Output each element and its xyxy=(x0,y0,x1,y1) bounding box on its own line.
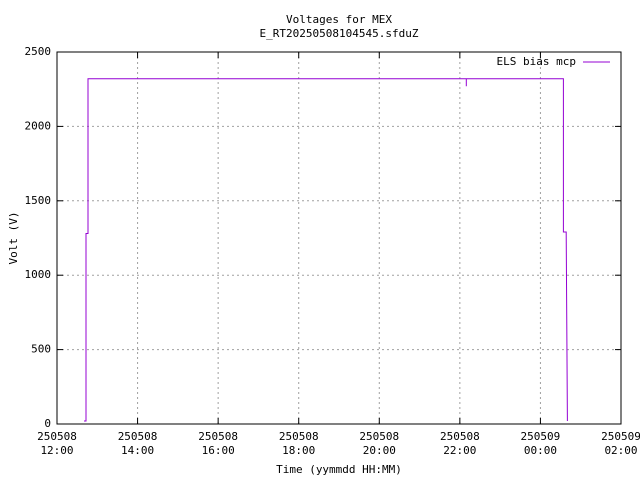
x-tick-label: 250508 16:00 xyxy=(198,430,238,457)
x-tick-label: 250508 22:00 xyxy=(440,430,480,457)
x-axis-label: Time (yymmdd HH:MM) xyxy=(276,463,402,476)
chart-subtitle: E_RT20250508104545.sfduZ xyxy=(260,27,419,40)
x-tick-label: 250509 00:00 xyxy=(521,430,561,457)
series-line xyxy=(84,78,568,422)
y-tick-label: 0 xyxy=(44,417,51,430)
x-tick-label: 250508 14:00 xyxy=(118,430,158,457)
legend-label: ELS bias mcp xyxy=(497,55,576,68)
x-tick-label: 250508 18:00 xyxy=(279,430,319,457)
y-axis-label: Volt (V) xyxy=(7,212,20,265)
y-tick-label: 1000 xyxy=(25,268,52,281)
chart-title: Voltages for MEX xyxy=(286,13,392,26)
y-tick-label: 2500 xyxy=(25,45,52,58)
x-tick-label: 250509 02:00 xyxy=(601,430,640,457)
y-tick-label: 2000 xyxy=(25,119,52,132)
y-tick-label: 500 xyxy=(31,343,51,356)
plot-frame xyxy=(56,51,622,425)
x-tick-label: 250508 12:00 xyxy=(37,430,77,457)
x-tick-label: 250508 20:00 xyxy=(359,430,399,457)
y-tick-label: 1500 xyxy=(25,194,52,207)
